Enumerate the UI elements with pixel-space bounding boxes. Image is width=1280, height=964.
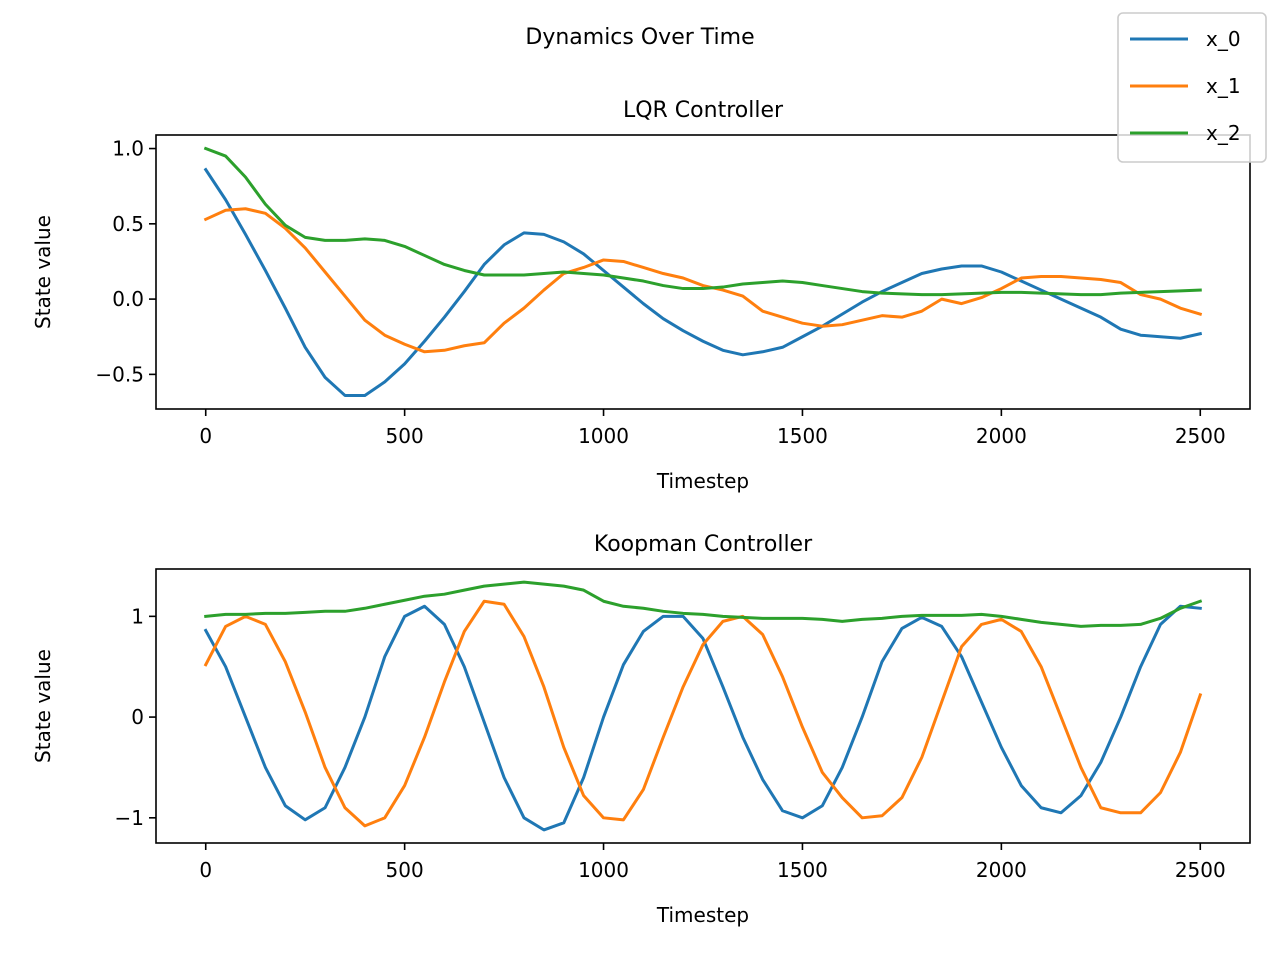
subplot-2: Koopman Controller 0 500 1000 1500 2000 2500 −1… (31, 532, 1251, 927)
subplot-title: Koopman Controller (594, 532, 813, 557)
axes-frame (155, 568, 1251, 844)
series-line-x_2 (203, 146, 1202, 297)
y-tick-label: −0.5 (95, 362, 144, 386)
x-tick-label: 2000 (976, 424, 1027, 448)
x-tick-label: 0 (199, 858, 212, 882)
series-line-x_0 (203, 167, 1203, 397)
y-tick-label: 0 (131, 705, 144, 729)
legend-label: x_1 (1206, 74, 1241, 98)
y-axis-label: State value (31, 649, 55, 763)
y-tick-label: 0.5 (112, 212, 144, 236)
x-tick-label: 500 (386, 858, 424, 882)
legend-label: x_0 (1206, 27, 1241, 51)
x-axis-label: Timestep (656, 903, 749, 927)
series-group (203, 146, 1203, 397)
series-group (203, 580, 1203, 832)
x-tick-label: 2000 (976, 858, 1027, 882)
figure-title: Dynamics Over Time (525, 25, 754, 50)
subplot-title: LQR Controller (623, 98, 784, 123)
series-line-x_1 (203, 599, 1203, 828)
legend-label: x_2 (1206, 121, 1241, 145)
series-line-x_1 (203, 207, 1203, 354)
legend: x_0 x_1 x_2 (1117, 12, 1267, 163)
y-tick-label: −1 (115, 806, 144, 830)
y-tick-label: 1.0 (112, 137, 144, 161)
x-axis-label: Timestep (656, 469, 749, 493)
x-tick-label: 0 (199, 424, 212, 448)
y-axis-label: State value (31, 215, 55, 329)
y-tick-label: 0.0 (112, 287, 144, 311)
y-tick-label: 1 (131, 604, 144, 628)
x-tick-label: 2500 (1175, 858, 1226, 882)
legend-frame (1117, 12, 1267, 163)
x-tick-label: 500 (386, 424, 424, 448)
axes-frame (155, 134, 1251, 410)
series-line-x_0 (203, 604, 1202, 832)
series-line-x_2 (204, 580, 1203, 628)
subplot-1: LQR Controller 0 500 1000 1500 2000 2500 −0.5 0.… (31, 98, 1251, 493)
x-tick-label: 1000 (578, 858, 629, 882)
x-tick-label: 2500 (1175, 424, 1226, 448)
x-tick-label: 1500 (777, 858, 828, 882)
x-tick-label: 1500 (777, 424, 828, 448)
x-tick-label: 1000 (578, 424, 629, 448)
